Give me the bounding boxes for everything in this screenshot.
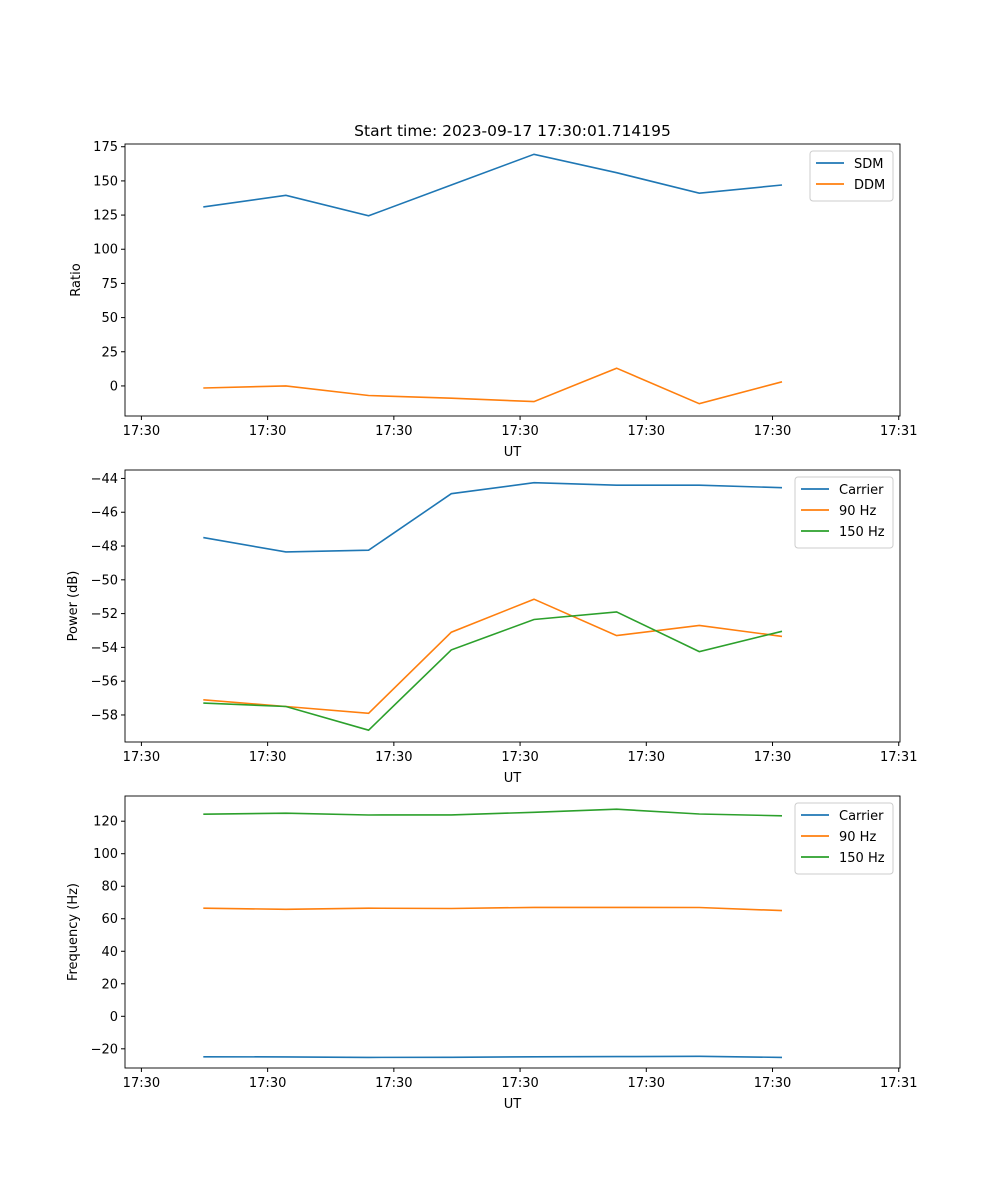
x-tick-label: 17:30 xyxy=(501,424,538,439)
legend-label: 150 Hz xyxy=(839,851,885,866)
y-tick-label: 150 xyxy=(93,174,118,189)
x-axis-label: UT xyxy=(504,1097,522,1112)
x-tick-label: 17:30 xyxy=(628,750,665,765)
x-tick-label: 17:30 xyxy=(249,1076,286,1091)
legend-label: 90 Hz xyxy=(839,504,876,519)
x-axis-label: UT xyxy=(504,771,522,786)
legend-label: 90 Hz xyxy=(839,830,876,845)
y-tick-label: 40 xyxy=(101,945,118,960)
x-tick-label: 17:30 xyxy=(123,424,160,439)
y-axis-label: Power (dB) xyxy=(66,571,81,642)
legend-label: SDM xyxy=(854,157,883,172)
x-tick-label: 17:31 xyxy=(880,1076,917,1091)
y-tick-label: 50 xyxy=(101,311,118,326)
y-tick-label: −52 xyxy=(91,607,118,622)
x-tick-label: 17:30 xyxy=(123,750,160,765)
y-tick-label: −50 xyxy=(91,573,118,588)
series-line-90-hz xyxy=(203,598,783,715)
x-tick-label: 17:30 xyxy=(501,1076,538,1091)
axes-frame xyxy=(124,143,901,417)
y-tick-label: 60 xyxy=(101,912,118,927)
chart-title: Start time: 2023-09-17 17:30:01.714195 xyxy=(354,122,671,140)
x-tick-label: 17:30 xyxy=(754,424,791,439)
y-axis-label: Frequency (Hz) xyxy=(66,883,81,981)
legend: Carrier 90 Hz 150 Hz xyxy=(794,802,894,875)
subplot-2: 17:30 17:30 17:30 17:30 17:30 17:30 17:31 UT −58… xyxy=(66,469,917,786)
x-tick-label: 17:30 xyxy=(249,750,286,765)
y-tick-label: −56 xyxy=(91,675,118,690)
x-tick-label: 17:30 xyxy=(375,750,412,765)
y-tick-label: 100 xyxy=(93,243,118,258)
y-tick-label: −48 xyxy=(91,540,118,555)
legend: SDM DDM xyxy=(809,150,894,202)
x-tick-label: 17:30 xyxy=(754,750,791,765)
legend: Carrier 90 Hz 150 Hz xyxy=(794,476,894,549)
y-tick-label: −44 xyxy=(91,472,118,487)
axes-frame xyxy=(124,469,901,743)
y-tick-label: −20 xyxy=(91,1042,118,1057)
x-tick-label: 17:30 xyxy=(501,750,538,765)
y-tick-label: 120 xyxy=(93,815,118,830)
x-tick-label: 17:30 xyxy=(375,424,412,439)
y-tick-label: 25 xyxy=(101,345,118,360)
series-line-150-hz xyxy=(203,611,783,732)
y-tick-label: 175 xyxy=(93,140,118,155)
y-tick-label: 125 xyxy=(93,209,118,224)
series-line-carrier xyxy=(203,1055,783,1059)
series-line-ddm xyxy=(203,367,783,405)
y-tick-label: 80 xyxy=(101,880,118,895)
legend-label: Carrier xyxy=(839,809,884,824)
series-line-90-hz xyxy=(203,906,783,912)
x-tick-label: 17:30 xyxy=(249,424,286,439)
x-tick-label: 17:30 xyxy=(123,1076,160,1091)
axes-frame xyxy=(124,795,901,1069)
series-line-sdm xyxy=(203,153,783,217)
series-line-carrier xyxy=(203,481,783,553)
legend-label: Carrier xyxy=(839,483,884,498)
y-tick-label: 75 xyxy=(101,277,118,292)
y-tick-label: −54 xyxy=(91,641,118,656)
x-tick-label: 17:30 xyxy=(754,1076,791,1091)
x-tick-label: 17:31 xyxy=(880,424,917,439)
subplot-1: Start time: 2023-09-17 17:30:01.714195 17… xyxy=(69,122,917,460)
legend-label: DDM xyxy=(854,178,885,193)
x-tick-label: 17:30 xyxy=(375,1076,412,1091)
y-tick-label: −58 xyxy=(91,708,118,723)
y-tick-label: 0 xyxy=(110,379,118,394)
y-axis-label: Ratio xyxy=(69,263,84,296)
x-tick-label: 17:30 xyxy=(628,424,665,439)
y-tick-label: 0 xyxy=(110,1010,118,1025)
subplot-3: 17:30 17:30 17:30 17:30 17:30 17:30 17:31 UT −20… xyxy=(66,795,917,1112)
x-axis-label: UT xyxy=(504,445,522,460)
y-tick-label: −46 xyxy=(91,506,118,521)
x-tick-label: 17:31 xyxy=(880,750,917,765)
series-line-150-hz xyxy=(203,808,783,817)
legend-label: 150 Hz xyxy=(839,525,885,540)
y-tick-label: 20 xyxy=(101,977,118,992)
x-tick-label: 17:30 xyxy=(628,1076,665,1091)
y-tick-label: 100 xyxy=(93,847,118,862)
